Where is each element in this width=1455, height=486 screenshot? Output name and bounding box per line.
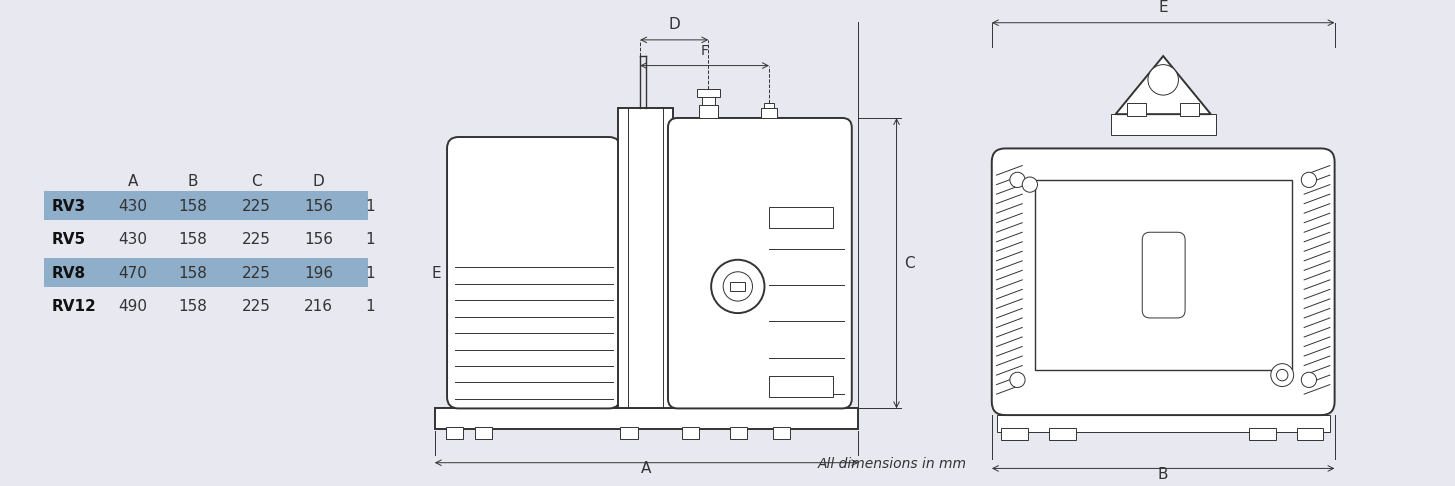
Text: 430: 430: [118, 232, 147, 247]
FancyBboxPatch shape: [668, 118, 851, 408]
Text: B: B: [1158, 467, 1168, 482]
Bar: [474, 428, 492, 439]
Text: 196: 196: [304, 266, 333, 281]
Bar: [620, 428, 637, 439]
Bar: [44, 291, 368, 320]
Bar: [682, 428, 700, 439]
Bar: [764, 103, 774, 108]
Bar: [1001, 429, 1029, 440]
Circle shape: [723, 272, 752, 301]
Text: 1: 1: [365, 199, 375, 214]
Text: 430: 430: [118, 199, 147, 214]
Bar: [435, 408, 858, 429]
Circle shape: [1148, 65, 1179, 95]
Text: A: A: [128, 174, 138, 189]
Text: B: B: [188, 174, 198, 189]
Bar: [997, 415, 1330, 432]
Circle shape: [1270, 364, 1293, 386]
Bar: [1296, 429, 1323, 440]
Circle shape: [1301, 372, 1317, 387]
Text: 225: 225: [242, 199, 271, 214]
Text: 156: 156: [304, 232, 333, 247]
Text: 1: 1: [365, 266, 375, 281]
Bar: [770, 208, 834, 228]
Text: 225: 225: [242, 299, 271, 314]
Bar: [1049, 429, 1075, 440]
Bar: [1248, 429, 1276, 440]
Text: RV3: RV3: [52, 199, 86, 214]
Text: 490: 490: [118, 299, 147, 314]
Bar: [44, 191, 368, 220]
Bar: [44, 258, 368, 287]
Text: RV12: RV12: [52, 299, 96, 314]
FancyBboxPatch shape: [992, 148, 1334, 415]
Bar: [770, 376, 834, 397]
Bar: [454, 156, 613, 259]
Circle shape: [1023, 177, 1037, 192]
Text: 216: 216: [304, 299, 333, 314]
Bar: [618, 108, 672, 408]
Bar: [1035, 180, 1292, 370]
Text: 156: 156: [304, 199, 333, 214]
Bar: [447, 428, 463, 439]
Circle shape: [1276, 369, 1288, 381]
Bar: [1110, 114, 1215, 135]
Text: 225: 225: [242, 232, 271, 247]
Text: 225: 225: [242, 266, 271, 281]
FancyBboxPatch shape: [1142, 232, 1184, 318]
Text: 470: 470: [118, 266, 147, 281]
Bar: [773, 428, 790, 439]
Polygon shape: [1116, 56, 1211, 114]
Bar: [1128, 103, 1147, 116]
Bar: [698, 104, 717, 118]
Bar: [730, 428, 746, 439]
Circle shape: [1301, 172, 1317, 188]
Text: E: E: [1158, 0, 1168, 15]
Text: C: C: [252, 174, 262, 189]
Bar: [701, 95, 714, 104]
Bar: [44, 225, 368, 253]
Bar: [1180, 103, 1199, 116]
Bar: [730, 282, 745, 291]
Circle shape: [1010, 372, 1026, 387]
Bar: [761, 108, 777, 118]
Text: 1: 1: [365, 232, 375, 247]
Text: All dimensions in mm: All dimensions in mm: [818, 457, 966, 470]
Circle shape: [1010, 172, 1026, 188]
Text: D: D: [313, 174, 324, 189]
Text: RV5: RV5: [52, 232, 86, 247]
Text: 158: 158: [179, 299, 207, 314]
Text: RV8: RV8: [52, 266, 86, 281]
Text: C: C: [904, 256, 915, 271]
Text: F: F: [700, 44, 709, 58]
Text: 158: 158: [179, 199, 207, 214]
Bar: [697, 89, 720, 97]
Text: E: E: [432, 266, 441, 281]
Text: 158: 158: [179, 266, 207, 281]
Text: 1: 1: [365, 299, 375, 314]
FancyBboxPatch shape: [447, 137, 620, 408]
Text: A: A: [642, 461, 652, 476]
Text: 158: 158: [179, 232, 207, 247]
Circle shape: [711, 260, 764, 313]
Text: D: D: [668, 17, 679, 32]
